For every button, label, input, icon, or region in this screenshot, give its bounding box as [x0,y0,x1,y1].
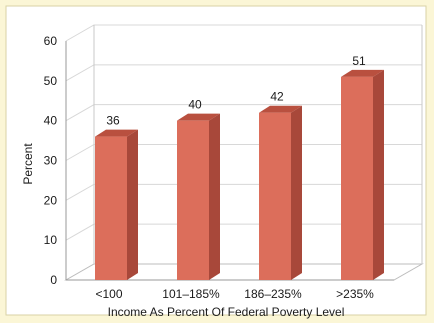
data-label: 36 [106,114,120,128]
bar-front [177,120,209,281]
bar [259,105,302,280]
bar-side [127,129,138,280]
data-labels: 36 40 42 51 [106,54,366,128]
bar-top [177,113,220,121]
bar-side [291,105,302,280]
data-label: 51 [352,54,366,68]
x-tick-label: 186–235% [244,287,302,301]
y-axis-title: Percent [21,143,35,185]
bar-front [95,136,127,280]
x-axis-title: Income As Percent Of Federal Poverty Lev… [108,305,345,319]
y-tick-label: 20 [44,193,58,207]
bar-front [259,112,291,280]
bar-top [341,69,384,77]
y-tick-label: 60 [44,34,58,48]
x-tick-label: 101–185% [162,287,220,301]
bar [95,129,138,280]
y-tick-label: 40 [44,114,58,128]
data-label: 40 [188,98,202,112]
bar-side [373,69,384,280]
bars [95,69,384,281]
bar [177,113,220,281]
y-tick-label: 0 [50,273,57,287]
x-tick-label: <100 [95,287,122,301]
bar-front [341,76,373,280]
x-tick-label: >235% [336,287,374,301]
bar-top [95,129,138,137]
data-label: 42 [270,90,284,104]
bar [341,69,384,280]
axes [64,25,424,281]
y-tick-label: 50 [44,74,58,88]
y-tick-label: 30 [44,154,58,168]
tick-labels: 0 10 20 30 40 50 60 <100 101–185% 186–235% >235% [44,34,375,301]
bar-side [209,113,220,281]
bar-top [259,105,302,113]
y-tick-label: 10 [44,233,58,247]
